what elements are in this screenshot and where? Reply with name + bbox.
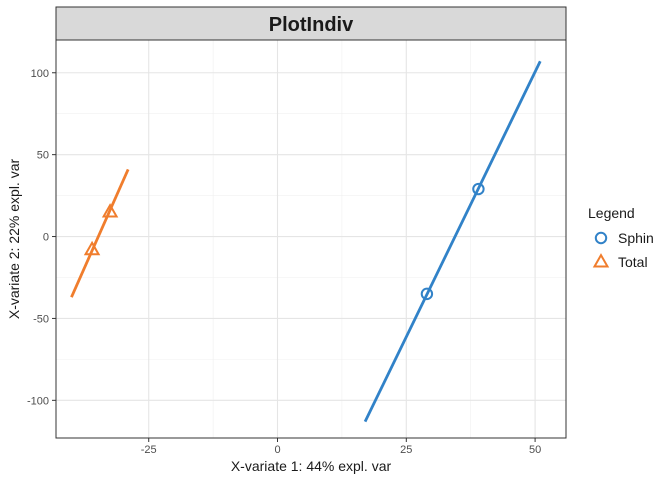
chart-title: PlotIndiv — [269, 14, 354, 36]
fit-line-total — [70, 168, 130, 298]
y-tick-label: -50 — [33, 313, 49, 325]
legend: Legend Sphin Total — [588, 205, 654, 270]
fit-lines — [70, 60, 542, 423]
legend-label-sphin: Sphin — [618, 230, 654, 246]
y-tick-label: -100 — [27, 395, 49, 407]
x-tick-label: 50 — [529, 444, 541, 456]
x-tick-label: 25 — [400, 444, 412, 456]
legend-label-total: Total — [618, 254, 648, 270]
panel-background — [56, 40, 566, 438]
x-tick-label: 0 — [274, 444, 280, 456]
x-axis-ticks: -25 0 25 50 — [141, 438, 541, 456]
x-tick-label: -25 — [141, 444, 157, 456]
point-total — [83, 240, 101, 256]
x-axis-title: X-variate 1: 44% expl. var — [231, 458, 392, 474]
fit-line-sphin — [363, 60, 542, 423]
legend-title: Legend — [588, 205, 635, 221]
y-axis-title: X-variate 2: 22% expl. var — [6, 159, 22, 320]
legend-key-sphin — [594, 231, 608, 245]
y-tick-label: 0 — [43, 232, 49, 244]
point-sphin — [420, 287, 434, 301]
strip-background — [55, 6, 567, 41]
y-axis-ticks: -100 -50 0 50 100 — [27, 68, 56, 407]
data-points — [83, 182, 485, 301]
legend-key-total — [592, 253, 610, 268]
point-sphin — [472, 182, 485, 196]
grid — [56, 40, 566, 438]
y-tick-label: 50 — [37, 150, 49, 162]
y-tick-label: 100 — [31, 68, 49, 80]
point-total — [101, 203, 119, 218]
